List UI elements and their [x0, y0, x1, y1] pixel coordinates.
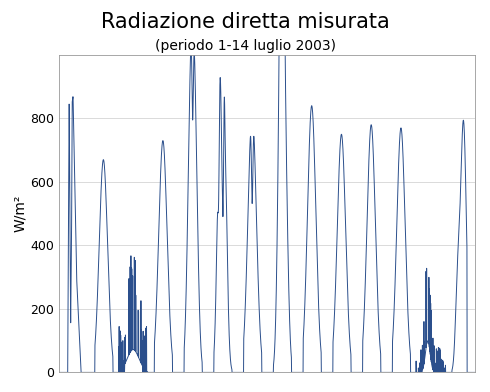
Y-axis label: W/m²: W/m²: [13, 195, 27, 232]
Text: (periodo 1-14 luglio 2003): (periodo 1-14 luglio 2003): [154, 39, 336, 53]
Text: Radiazione diretta misurata: Radiazione diretta misurata: [100, 12, 390, 32]
